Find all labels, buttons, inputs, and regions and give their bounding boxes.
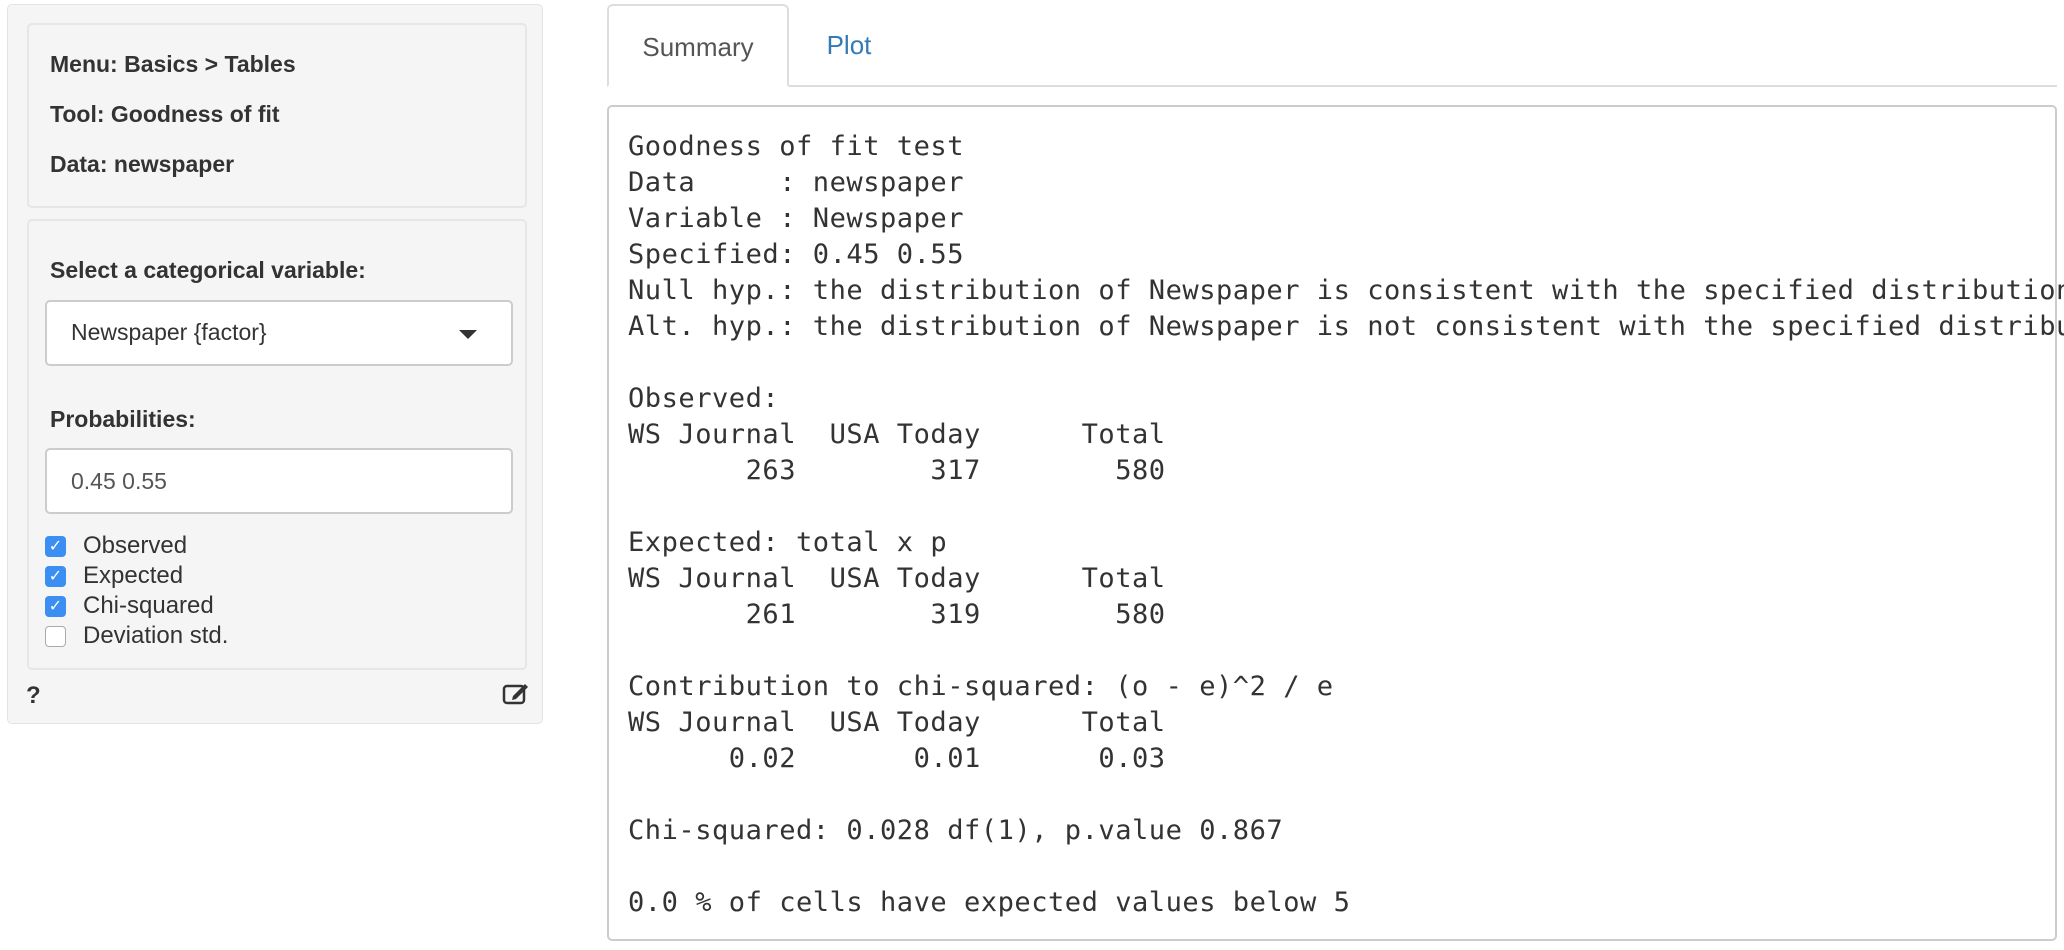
output-line: Alt. hyp.: the distribution of Newspaper… (628, 311, 2064, 342)
summary-text: Goodness of fit test Data : newspaper Vari… (628, 129, 2064, 921)
checkbox-checked-icon: ✓ (45, 535, 66, 557)
output-line: WS Journal USA Today Total (628, 707, 1166, 738)
output-line: 0.02 0.01 0.03 (628, 743, 1166, 774)
output-line: Expected: total x p (628, 527, 948, 558)
sidebar-panel: Menu: Basics > Tables Tool: Goodness of … (7, 4, 543, 724)
caret-down-icon (459, 330, 477, 339)
output-line: WS Journal USA Today Total (628, 419, 1166, 450)
output-line: Data : newspaper (628, 167, 964, 198)
output-line (628, 345, 2064, 381)
output-line (628, 633, 2064, 669)
output-line: Variable : Newspaper (628, 203, 964, 234)
output-line: 263 317 580 (628, 455, 1166, 486)
output-line: WS Journal USA Today Total (628, 563, 1166, 594)
dataset-name: Data: newspaper (50, 151, 235, 177)
tool-name: Tool: Goodness of fit (50, 101, 280, 127)
output-line: Null hyp.: the distribution of Newspaper… (628, 275, 2064, 306)
checkbox-unchecked-icon (45, 625, 66, 647)
output-line: Goodness of fit test (628, 131, 964, 162)
output-line: Specified: 0.45 0.55 (628, 239, 964, 270)
output-line: 261 319 580 (628, 599, 1166, 630)
output-line: Contribution to chi-squared: (o - e)^2 /… (628, 671, 1334, 702)
checkbox-expected[interactable]: ✓ Expected (45, 561, 183, 591)
tab-bar: Summary Plot (607, 4, 2057, 87)
probabilities-label: Probabilities: (50, 406, 196, 432)
output-line: Observed: (628, 383, 780, 414)
checkbox-label: Expected (83, 562, 184, 589)
edit-icon[interactable] (502, 680, 530, 706)
probabilities-input[interactable] (45, 448, 513, 514)
menu-path: Menu: Basics > Tables (50, 51, 296, 77)
settings-box: Select a categorical variable: Newspaper… (27, 219, 527, 670)
checkbox-checked-icon: ✓ (45, 565, 66, 587)
checkbox-checked-icon: ✓ (45, 595, 66, 617)
help-button[interactable]: ? (26, 682, 41, 709)
select-variable-label: Select a categorical variable: (50, 257, 366, 283)
info-box: Menu: Basics > Tables Tool: Goodness of … (27, 23, 527, 208)
variable-select-value: Newspaper {factor} (71, 319, 267, 345)
checkbox-deviation-std[interactable]: Deviation std. (45, 621, 228, 651)
output-line (628, 849, 2064, 885)
checkbox-chi-squared[interactable]: ✓ Chi-squared (45, 591, 214, 621)
checkbox-label: Deviation std. (83, 622, 229, 649)
output-line (628, 777, 2064, 813)
output-line: Chi-squared: 0.028 df(1), p.value 0.867 (628, 815, 1284, 846)
tab-plot[interactable]: Plot (826, 30, 872, 60)
tab-summary[interactable]: Summary (607, 4, 789, 87)
summary-output: Goodness of fit test Data : newspaper Vari… (607, 105, 2064, 941)
output-line (628, 489, 2064, 525)
output-line: 0.0 % of cells have expected values belo… (628, 887, 1351, 918)
checkbox-label: Chi-squared (83, 592, 214, 619)
checkbox-label: Observed (83, 532, 188, 559)
variable-select[interactable]: Newspaper {factor} (45, 300, 513, 366)
checkbox-observed[interactable]: ✓ Observed (45, 531, 187, 561)
